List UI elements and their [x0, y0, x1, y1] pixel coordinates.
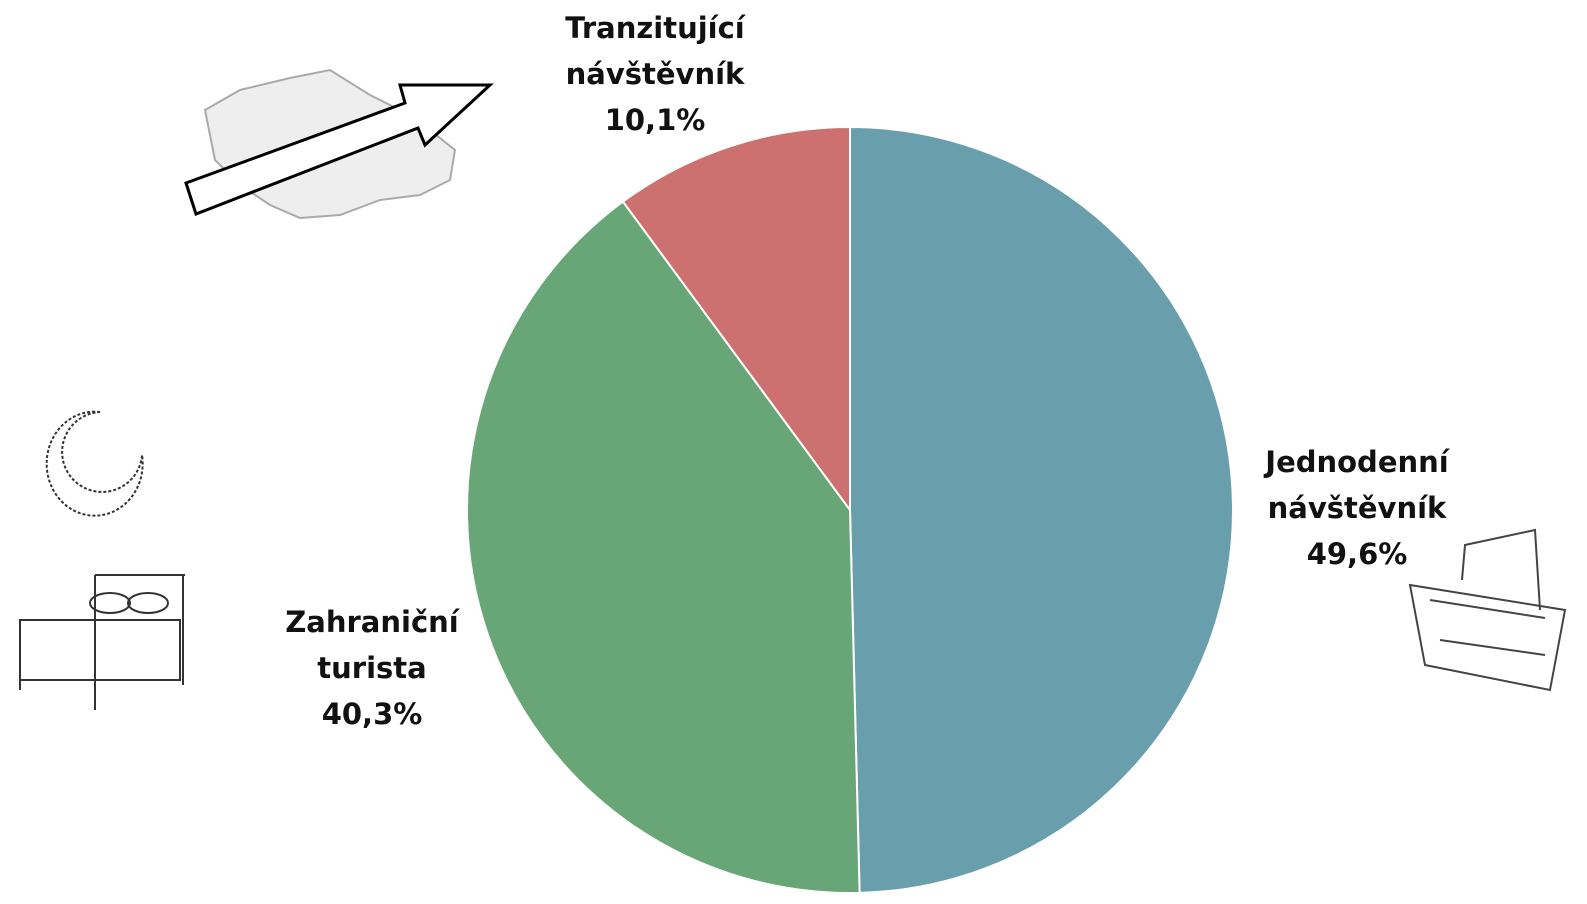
value-label: 10,1% — [604, 103, 706, 137]
pie-slice — [849, 125, 1234, 894]
basket-icon — [1408, 528, 1567, 692]
pie-slice — [621, 125, 851, 514]
arrow-icon — [184, 83, 494, 216]
slice-label: Zahraniční turista 40,3% — [285, 599, 458, 737]
category-label: Jednodenní návštěvník — [1265, 445, 1449, 525]
category-label: Tranzitující návštěvník — [565, 11, 745, 91]
slice-label: Jednodenní návštěvník 49,6% — [1265, 439, 1448, 577]
value-label: 49,6% — [1306, 537, 1408, 571]
category-label: Zahraniční turista — [285, 605, 459, 685]
bed-icon — [19, 574, 185, 710]
decor-icons — [19, 68, 1567, 710]
slice-label: Tranzitující návštěvník 10,1% — [565, 5, 744, 143]
moon-icon — [45, 410, 144, 517]
value-label: 40,3% — [321, 697, 423, 731]
pie-slice — [466, 200, 861, 894]
